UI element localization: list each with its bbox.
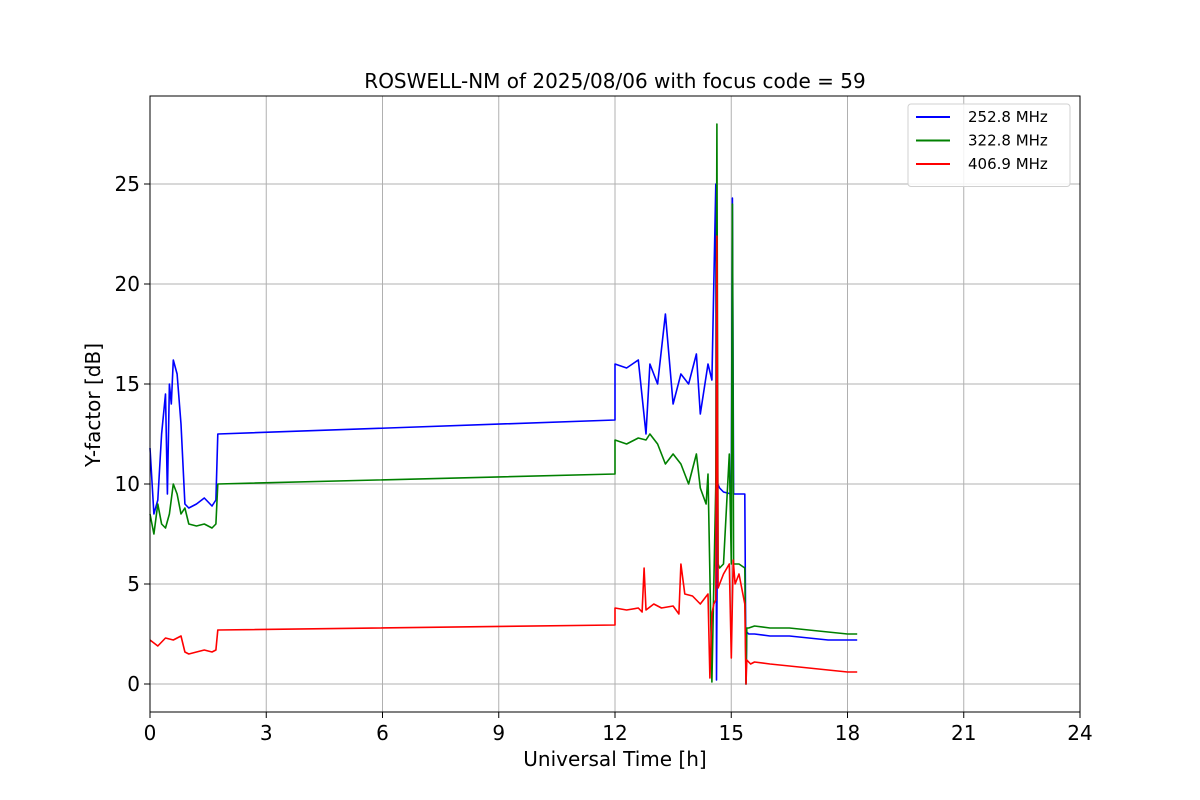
legend-label: 252.8 MHz <box>968 108 1048 126</box>
series-line-1 <box>149 183 858 685</box>
x-tick-label: 21 <box>951 721 976 745</box>
y-tick-label: 15 <box>115 372 140 396</box>
series-line-2 <box>149 123 858 685</box>
legend-box <box>907 103 1071 187</box>
x-tick-label: 9 <box>492 721 505 745</box>
y-tick-label: 10 <box>115 472 140 496</box>
x-tick-label: 0 <box>144 721 157 745</box>
x-tick-label: 12 <box>602 721 627 745</box>
legend-label: 406.9 MHz <box>968 155 1048 173</box>
y-axis-label: Y-factor [dB] <box>81 343 105 468</box>
y-tick-label: 20 <box>115 272 140 296</box>
x-tick-label: 24 <box>1067 721 1092 745</box>
plot-frame <box>149 95 1081 713</box>
y-tick-label: 0 <box>127 672 140 696</box>
y-tick-label: 5 <box>127 572 140 596</box>
x-tick-label: 15 <box>719 721 744 745</box>
series-line-3 <box>149 235 858 685</box>
x-axis-label: Universal Time [h] <box>523 747 706 771</box>
legend: 252.8 MHz 322.8 MHz 406.9 MHz <box>907 103 1071 187</box>
x-tick-label: 3 <box>260 721 273 745</box>
y-tick-label: 25 <box>115 172 140 196</box>
x-tick-label: 18 <box>835 721 860 745</box>
x-tick-label: 6 <box>376 721 389 745</box>
legend-label: 322.8 MHz <box>968 132 1048 150</box>
chart-title: ROSWELL-NM of 2025/08/06 with focus code… <box>364 69 865 93</box>
